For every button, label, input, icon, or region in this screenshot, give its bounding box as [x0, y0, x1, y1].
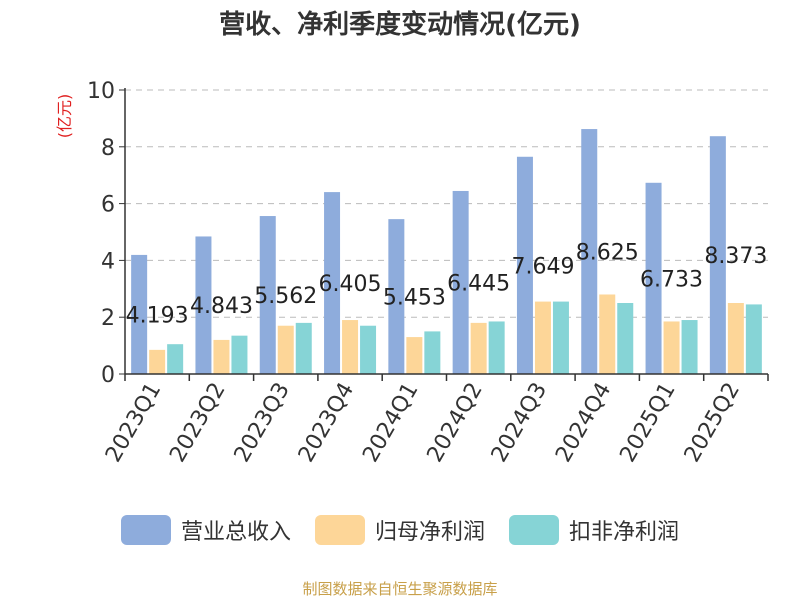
bar-series-1 [131, 254, 148, 374]
legend-swatch [509, 515, 559, 545]
bar-data-label: 5.562 [254, 284, 317, 309]
bar-series-3 [424, 331, 441, 374]
x-tick-label: 2023Q2 [165, 379, 230, 467]
x-tick-label: 2024Q3 [487, 379, 552, 467]
y-tick-label: 2 [101, 306, 115, 331]
legend-item[interactable]: 营业总收入 [120, 514, 291, 546]
chart-legend: 营业总收入 归母净利润 扣非净利润 [0, 514, 800, 546]
bar-series-2 [599, 294, 616, 374]
legend-label: 营业总收入 [180, 520, 291, 545]
bar-series-3 [681, 320, 698, 374]
x-tick-label: 2025Q1 [615, 379, 680, 467]
legend-swatch [314, 515, 365, 545]
bar-series-2 [727, 303, 744, 374]
bar-data-label: 7.649 [511, 254, 574, 279]
bar-series-1 [581, 129, 598, 374]
bar-data-label: 8.373 [704, 244, 767, 269]
x-tick-label: 2023Q1 [101, 379, 166, 467]
bar-series-3 [552, 301, 569, 374]
x-tick-label: 2023Q4 [294, 379, 359, 467]
bar-series-1 [324, 192, 341, 374]
bar-series-2 [213, 339, 230, 374]
bar-series-3 [231, 335, 248, 374]
bar-series-1 [388, 219, 405, 374]
bar-data-label: 4.193 [126, 303, 189, 328]
bar-series-1 [452, 190, 469, 374]
bar-series-3 [167, 344, 184, 374]
bar-series-2 [470, 322, 487, 374]
legend-label: 归母净利润 [374, 520, 485, 545]
bar-series-1 [195, 236, 212, 374]
bar-series-3 [360, 325, 377, 374]
bar-chart: 0 2 4 6 8 10 (亿元) 4.193 4.843 5.562 6.4055.4536.44… [55, 79, 769, 467]
bar-data-label: 5.453 [383, 286, 446, 311]
bar-series-1 [516, 156, 533, 374]
x-tick-label: 2023Q3 [230, 379, 295, 467]
bar-series-3 [295, 322, 312, 374]
x-tick-label: 2024Q4 [551, 379, 616, 467]
legend-label: 扣非净利润 [569, 520, 680, 545]
y-tick-label: 0 [101, 363, 115, 388]
y-tick-label: 8 [101, 136, 115, 161]
y-axis-label: (亿元) [55, 94, 74, 139]
bar-data-label: 8.625 [576, 241, 639, 266]
chart-title: 营收、净利季度变动情况(亿元) [219, 10, 581, 40]
bar-series-2 [406, 337, 423, 374]
bar-series-3 [488, 321, 505, 374]
bar-series-2 [277, 325, 294, 374]
bar-data-label: 6.733 [640, 267, 703, 292]
data-source-note: 制图数据来自恒生聚源数据库 [302, 580, 498, 598]
y-tick-label: 10 [87, 79, 115, 104]
bar-series-2 [663, 321, 680, 374]
bar-series-3 [617, 303, 634, 374]
bar-series-2 [534, 301, 551, 374]
x-tick-label: 2024Q1 [358, 379, 423, 467]
bar-series-1 [645, 182, 662, 374]
legend-swatch [120, 515, 171, 545]
x-tick-label: 2025Q2 [680, 379, 745, 467]
x-tick-label: 2024Q2 [423, 379, 488, 467]
bar-series-2 [342, 320, 359, 374]
bar-series-1 [709, 136, 726, 374]
bar-data-label: 6.445 [447, 271, 510, 296]
bar-series-2 [149, 349, 166, 374]
bar-series-3 [745, 304, 762, 374]
bar-data-label: 4.843 [190, 294, 253, 319]
bar-series-1 [259, 216, 276, 374]
legend-item[interactable]: 扣非净利润 [509, 514, 679, 546]
legend-item[interactable]: 归母净利润 [314, 514, 485, 546]
bar-data-label: 6.405 [319, 272, 382, 297]
y-tick-label: 6 [101, 193, 115, 218]
y-tick-label: 4 [101, 249, 115, 274]
